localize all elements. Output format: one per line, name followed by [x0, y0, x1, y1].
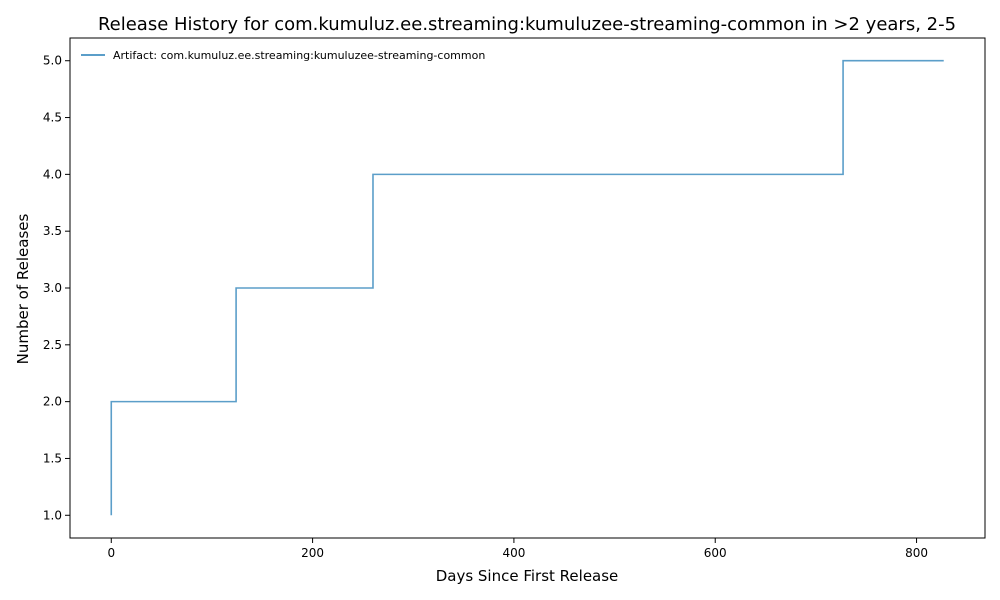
x-tick-label: 800 — [905, 546, 928, 560]
y-tick-label: 1.5 — [43, 451, 62, 465]
y-tick-label: 3.5 — [43, 224, 62, 238]
x-axis: 0 200 400 600 800 — [107, 538, 928, 560]
x-tick-label: 600 — [704, 546, 727, 560]
x-tick-label: 0 — [107, 546, 115, 560]
y-tick-label: 4.0 — [43, 167, 62, 181]
y-tick-label: 2.5 — [43, 338, 62, 352]
data-point — [110, 514, 112, 516]
y-axis-label: Number of Releases — [14, 213, 32, 364]
y-tick-label: 2.0 — [43, 395, 62, 409]
y-tick-label: 5.0 — [43, 54, 62, 68]
x-axis-label: Days Since First Release — [436, 567, 619, 585]
y-tick-label: 3.0 — [43, 281, 62, 295]
y-tick-label: 1.0 — [43, 508, 62, 522]
data-point — [943, 60, 945, 62]
y-axis: 1.0 1.5 2.0 2.5 3.0 3.5 4.0 4.5 5.0 — [43, 54, 70, 522]
data-point — [372, 174, 374, 176]
x-tick-label: 200 — [301, 546, 324, 560]
chart-title: Release History for com.kumuluz.ee.strea… — [98, 14, 956, 35]
legend: Artifact: com.kumuluz.ee.streaming:kumul… — [81, 49, 485, 62]
data-point — [110, 401, 112, 403]
series-line-0 — [110, 59, 944, 516]
data-point — [842, 60, 844, 62]
plot-frame — [69, 37, 986, 539]
legend-entry-label: Artifact: com.kumuluz.ee.streaming:kumul… — [113, 49, 485, 62]
y-tick-label: 4.5 — [43, 111, 62, 125]
plot-area — [69, 37, 986, 539]
x-tick-label: 400 — [502, 546, 525, 560]
data-point — [235, 287, 237, 289]
